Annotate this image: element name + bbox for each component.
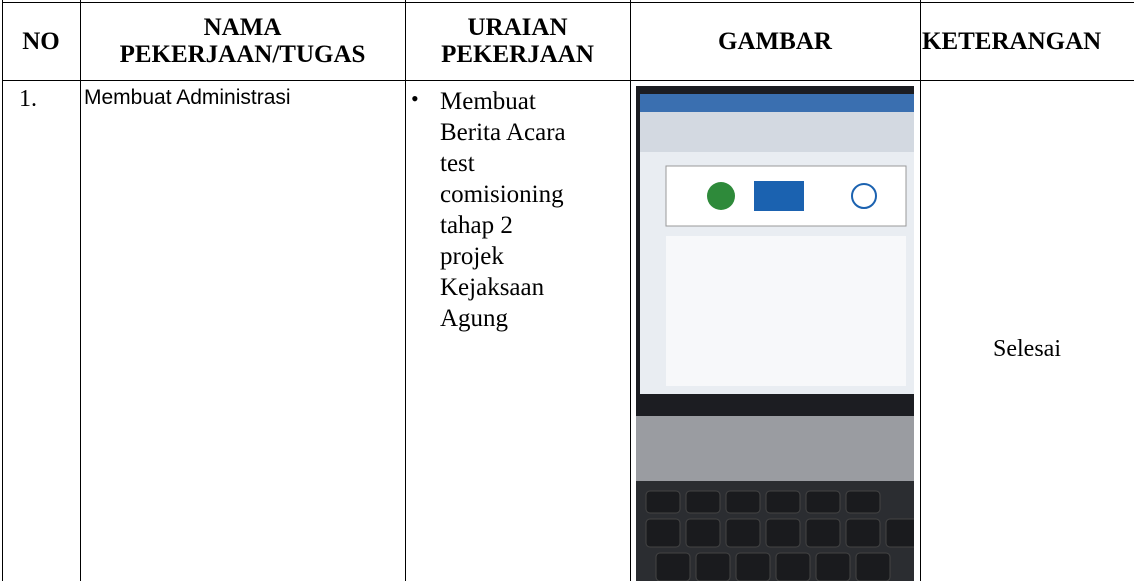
header-cell: NAMA PEKERJAAN/TUGAS: [119, 14, 366, 68]
header-cell: GAMBAR: [718, 27, 832, 55]
header-cell: KETERANGAN: [922, 27, 1102, 55]
header-cell: URAIAN PEKERJAAN: [441, 14, 594, 68]
table-border: [80, 0, 81, 581]
table-border: [630, 0, 631, 581]
table-border: [2, 80, 1134, 81]
task-name: Membuat Administrasi: [84, 86, 291, 109]
row-number: 1.: [19, 86, 37, 112]
table-border: [2, 0, 3, 581]
bullet: •: [411, 86, 419, 111]
table-border: [405, 0, 406, 581]
photo: [636, 86, 914, 581]
task-description: Membuat Berita Acara test comisioning ta…: [440, 88, 566, 332]
header-cell: NO: [22, 27, 60, 55]
status: Selesai: [993, 336, 1061, 362]
table-border: [2, 2, 1134, 3]
table-border: [920, 0, 921, 581]
